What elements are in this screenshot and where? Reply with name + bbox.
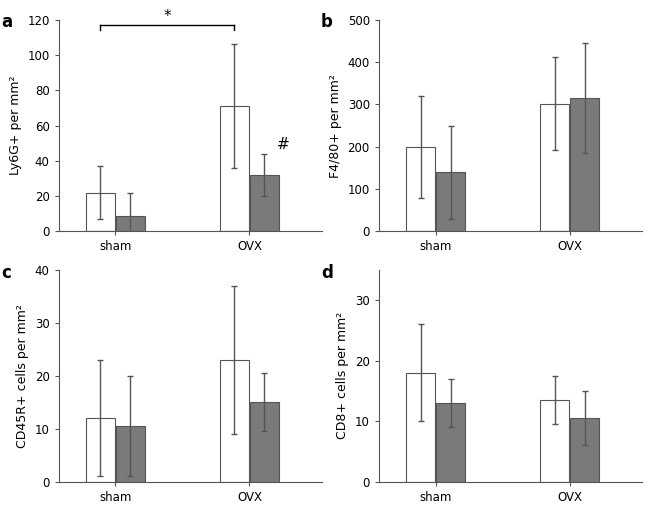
- Text: a: a: [1, 13, 12, 31]
- Bar: [540, 400, 569, 482]
- Bar: [540, 103, 569, 231]
- Bar: [570, 418, 599, 482]
- Text: d: d: [321, 264, 333, 282]
- Bar: [86, 193, 115, 231]
- Bar: [250, 175, 279, 231]
- Text: b: b: [321, 13, 333, 31]
- Bar: [406, 373, 435, 482]
- Bar: [86, 418, 115, 482]
- Bar: [220, 106, 249, 231]
- Text: *: *: [164, 9, 171, 24]
- Bar: [250, 402, 279, 482]
- Bar: [220, 360, 249, 482]
- Bar: [116, 426, 145, 482]
- Bar: [406, 147, 435, 231]
- Text: c: c: [1, 264, 11, 282]
- Bar: [436, 172, 465, 231]
- Y-axis label: F4/80+ per mm²: F4/80+ per mm²: [329, 74, 342, 178]
- Bar: [116, 216, 145, 231]
- Y-axis label: Ly6G+ per mm²: Ly6G+ per mm²: [8, 76, 21, 175]
- Y-axis label: CD45R+ cells per mm²: CD45R+ cells per mm²: [16, 304, 29, 447]
- Bar: [436, 403, 465, 482]
- Text: #: #: [277, 137, 289, 152]
- Y-axis label: CD8+ cells per mm²: CD8+ cells per mm²: [337, 312, 350, 439]
- Bar: [570, 98, 599, 231]
